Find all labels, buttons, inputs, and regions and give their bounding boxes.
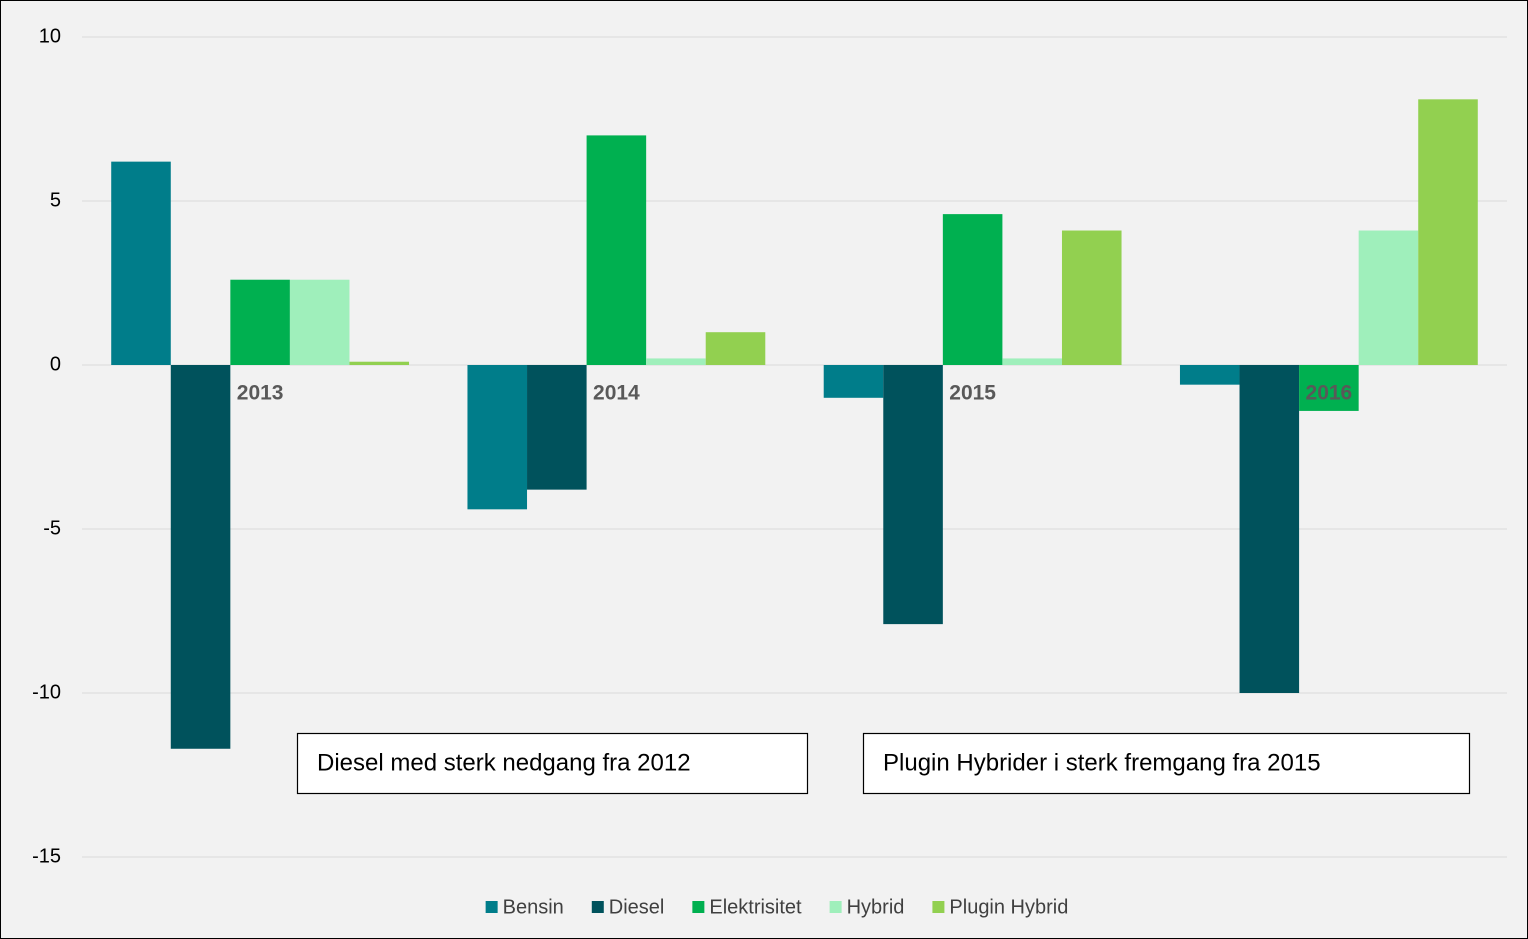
bar [942,214,1003,365]
legend-swatch [692,901,705,913]
y-tick-label: -5 [43,517,61,539]
bar [170,365,231,749]
bar [111,161,171,365]
bar [289,279,350,365]
annotation-text: Plugin Hybrider i sterk fremgang fra 201… [883,749,1321,776]
y-tick-label: -10 [32,681,61,703]
legend-label: Hybrid [847,896,905,918]
bar [883,365,943,625]
annotation-box [862,732,1471,795]
y-tick-label: 10 [39,25,61,47]
y-tick-label: 5 [50,189,61,211]
bar [230,279,290,365]
bar [467,365,528,510]
annotation-box [296,732,809,795]
legend-label: Diesel [609,896,665,918]
y-tick-label: -15 [32,845,61,867]
bar [527,365,587,490]
bar [1358,230,1419,365]
x-tick-label: 2016 [1306,382,1353,405]
bar [705,332,766,365]
bar [1418,99,1478,365]
bar [823,365,884,398]
bar [1299,365,1359,411]
legend-swatch [485,901,498,913]
annotation-text: Diesel med sterk nedgang fra 2012 [317,749,691,776]
legend-label: Elektrisitet [709,896,802,918]
legend-swatch [591,901,604,913]
bar [1002,358,1062,365]
x-tick-label: 2015 [949,382,996,405]
bar [646,358,706,365]
legend-swatch [932,901,945,913]
legend-swatch [829,901,842,913]
bar [1239,365,1300,693]
legend-label: Plugin Hybrid [949,896,1068,918]
bar [349,361,410,365]
legend-label: Bensin [503,896,564,918]
bar [1061,230,1122,365]
x-tick-label: 2014 [593,382,640,405]
bar [586,135,647,365]
y-tick-label: 0 [50,353,61,375]
bar [1179,365,1240,385]
x-tick-label: 2013 [237,382,284,405]
